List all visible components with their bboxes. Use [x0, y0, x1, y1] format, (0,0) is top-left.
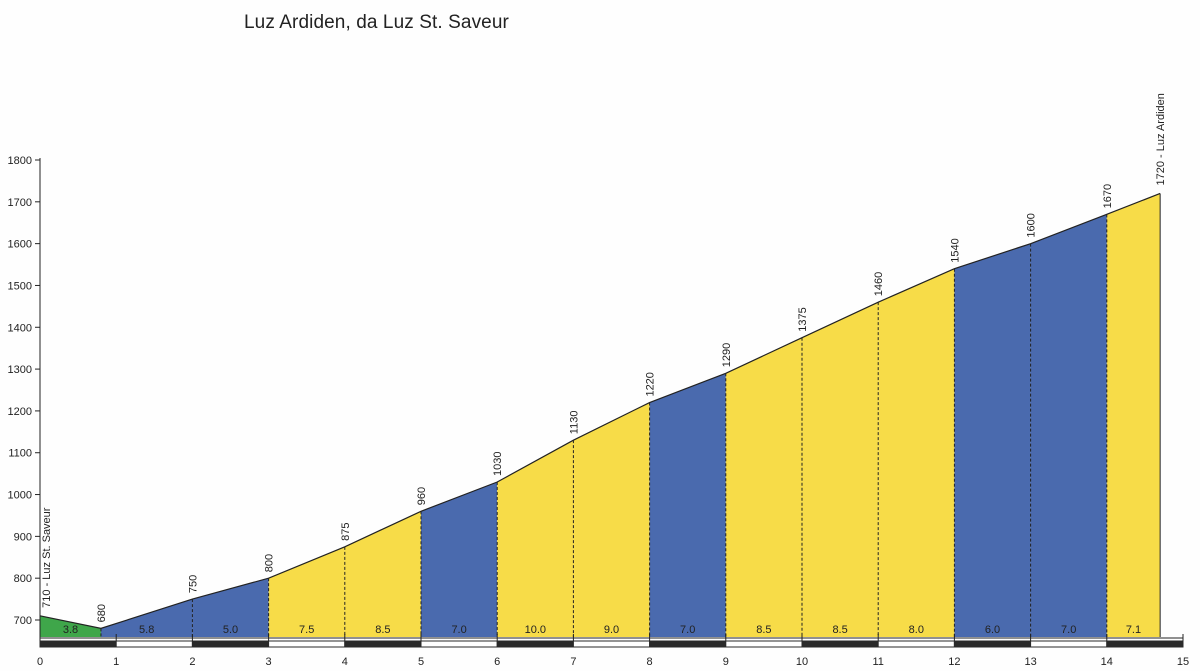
distance-scale-block [801, 640, 879, 648]
y-tick-label: 1800 [8, 155, 32, 167]
profile-segment [497, 440, 574, 637]
y-tick-label: 800 [14, 573, 32, 585]
elevation-label: 1130 [568, 411, 580, 435]
distance-scale-block [572, 640, 651, 648]
distance-scale-block [953, 640, 1032, 648]
y-tick-label: 1600 [8, 239, 32, 251]
profile-segment [192, 578, 269, 637]
y-tick-label: 1500 [8, 280, 32, 292]
x-tick-label: 4 [342, 656, 348, 668]
segment-gradient-label: 9.0 [604, 624, 619, 636]
elevation-label: 750 [187, 575, 199, 593]
elevation-label: 875 [340, 522, 352, 540]
distance-scale-block [420, 640, 498, 648]
x-tick-label: 14 [1101, 656, 1113, 668]
x-tick-label: 8 [647, 656, 653, 668]
segment-gradient-label: 7.0 [451, 624, 466, 636]
segment-gradient-label: 7.1 [1126, 624, 1141, 636]
distance-scale-block [268, 640, 346, 648]
end-label: 1720 - Luz Ardiden [1155, 93, 1167, 185]
elevation-label: 800 [264, 554, 276, 572]
segment-gradient-label: 5.8 [139, 624, 154, 636]
x-tick-label: 12 [948, 656, 960, 668]
profile-segment [1030, 214, 1107, 637]
distance-scale-block [115, 640, 193, 648]
y-tick-label: 1100 [8, 448, 32, 460]
distance-scale-block [191, 640, 270, 648]
x-tick-label: 9 [723, 656, 729, 668]
profile-segment [802, 302, 879, 637]
distance-scale-block [496, 640, 574, 648]
x-tick-label: 3 [266, 656, 272, 668]
x-tick-label: 6 [494, 656, 500, 668]
profile-segment [40, 615, 101, 637]
segment-gradient-label: 8.5 [756, 624, 771, 636]
profile-segment [344, 511, 421, 637]
x-tick-label: 2 [189, 656, 195, 668]
x-tick-label: 13 [1024, 656, 1036, 668]
y-tick-label: 1000 [8, 490, 32, 502]
segment-gradient-label: 7.5 [299, 624, 314, 636]
segment-gradient-label: 8.5 [832, 624, 847, 636]
profile-segment [878, 268, 955, 637]
x-tick-label: 5 [418, 656, 424, 668]
distance-scale-block [344, 640, 422, 648]
segment-gradient-label: 6.0 [985, 624, 1000, 636]
start-label: 710 - Luz St. Saveur [41, 507, 53, 608]
profile-segment [573, 402, 650, 637]
chart-title: Luz Ardiden, da Luz St. Saveur [244, 12, 509, 33]
elevation-label: 1290 [721, 343, 733, 367]
elevation-label: 1460 [873, 272, 885, 296]
y-tick-label: 900 [14, 531, 32, 543]
y-tick-label: 1400 [8, 322, 32, 334]
profile-segment [649, 373, 726, 637]
x-tick-label: 10 [796, 656, 808, 668]
segment-gradient-label: 7.0 [1061, 624, 1076, 636]
elevation-label: 680 [96, 604, 108, 622]
profile-segment [421, 482, 498, 637]
segment-gradient-label: 7.0 [680, 624, 695, 636]
x-tick-label: 15 [1177, 656, 1189, 668]
elevation-label: 1540 [949, 238, 961, 262]
profile-segment [725, 337, 802, 637]
segment-gradient-label: 8.0 [909, 624, 924, 636]
segment-gradient-label: 8.5 [375, 624, 390, 636]
distance-scale-block [39, 640, 117, 648]
distance-scale-block [649, 640, 727, 648]
x-tick-label: 0 [37, 656, 43, 668]
y-tick-label: 1700 [8, 197, 32, 209]
elevation-label: 960 [416, 487, 428, 505]
distance-scale-block [1030, 640, 1108, 648]
segment-gradient-label: 10.0 [525, 624, 546, 636]
elevation-label: 1670 [1102, 184, 1114, 208]
elevation-label: 1375 [797, 307, 809, 331]
distance-scale-block [877, 640, 955, 648]
distance-scale-block [1106, 640, 1184, 648]
segment-gradient-label: 5.0 [223, 624, 238, 636]
y-tick-label: 1200 [8, 406, 32, 418]
y-tick-label: 700 [14, 615, 32, 627]
profile-segment [954, 243, 1031, 638]
elevation-label: 1030 [492, 452, 504, 476]
x-tick-label: 11 [872, 656, 883, 668]
x-tick-label: 1 [113, 656, 119, 668]
profile-segment [268, 546, 345, 637]
elevation-label: 1600 [1026, 213, 1038, 237]
profile-segment [1106, 193, 1161, 638]
distance-scale-block [725, 640, 803, 648]
x-tick-label: 7 [570, 656, 576, 668]
profile-line [39, 192, 1161, 629]
y-tick-label: 1300 [8, 364, 32, 376]
elevation-label: 1220 [645, 372, 657, 396]
segment-gradient-label: 3.8 [63, 624, 78, 636]
profile-segment [100, 599, 193, 637]
